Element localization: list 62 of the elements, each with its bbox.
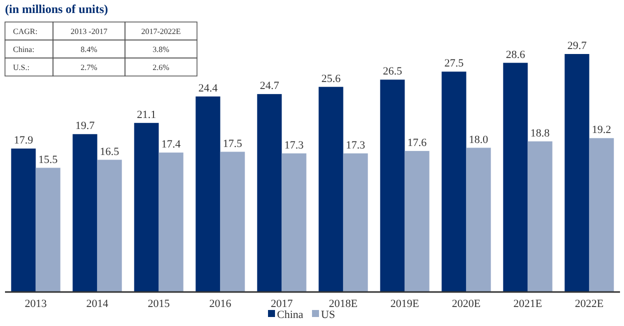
text: 8.4% (80, 45, 98, 54)
bar (442, 72, 466, 292)
annotation: 2.6% (152, 63, 170, 72)
data-label: 29.7 (567, 40, 588, 52)
x-tick-label: 2013 (24, 298, 48, 310)
data-label: 18.8 (530, 127, 550, 140)
x-tick-label: 2016 (209, 298, 232, 310)
bar (196, 96, 220, 292)
x-tick-label: 2020E (452, 298, 481, 310)
bar (11, 148, 36, 292)
bar (343, 153, 368, 292)
data-label: 28.6 (506, 48, 526, 61)
data-label: 26.5 (382, 66, 403, 78)
data-label: 24.7 (260, 80, 280, 92)
bar (404, 150, 430, 292)
bar (503, 62, 528, 292)
x-tick-label: 2018E (328, 298, 358, 310)
data-label: 17.9 (14, 134, 34, 147)
bar (282, 153, 306, 292)
legend-label: China (277, 309, 304, 321)
bar (158, 152, 184, 292)
data-label: 15.5 (38, 154, 58, 166)
data-label: 17.5 (222, 138, 243, 150)
x-tick-label: 2014 (86, 298, 109, 310)
x-tick-label: 2017 (270, 298, 294, 310)
chart-title: (in millions of units) (5, 2, 108, 16)
text: 2013 -2017 (70, 27, 108, 36)
data-label: 17.3 (284, 139, 304, 152)
annotation: 2.7% (80, 63, 98, 72)
text: CAGR: (13, 27, 38, 36)
bar (36, 168, 60, 292)
data-label: 17.3 (346, 139, 366, 152)
text: 2017-2022E (141, 27, 181, 36)
data-label: 19.7 (75, 120, 96, 132)
x-tick-label: 2021E (513, 298, 542, 310)
legend-label: US (321, 309, 336, 321)
annotation: U.S.: (13, 63, 30, 72)
data-label: 16.5 (100, 146, 120, 158)
bar (220, 152, 245, 292)
data-label: 18.0 (468, 134, 489, 146)
bar (466, 148, 491, 292)
bar (380, 80, 405, 292)
bar (528, 141, 552, 292)
bar (589, 138, 614, 292)
data-label: 21.1 (136, 108, 156, 121)
data-label: 27.5 (444, 58, 464, 70)
bar (257, 94, 282, 292)
data-label: 17.6 (407, 136, 428, 149)
bar (564, 54, 590, 292)
text: 3.8% (152, 45, 170, 54)
text: China: (13, 45, 34, 54)
bar (72, 134, 98, 292)
data-label: 24.4 (198, 82, 218, 94)
data-label: 17.4 (161, 138, 182, 151)
bar (97, 160, 122, 292)
x-tick-label: 2022E (574, 298, 604, 310)
bar (318, 86, 344, 292)
bar (134, 122, 159, 292)
x-tick-label: 2019E (390, 298, 420, 310)
x-tick-label: 2015 (148, 298, 170, 310)
data-label: 25.6 (321, 72, 342, 85)
data-label: 19.2 (592, 124, 612, 136)
